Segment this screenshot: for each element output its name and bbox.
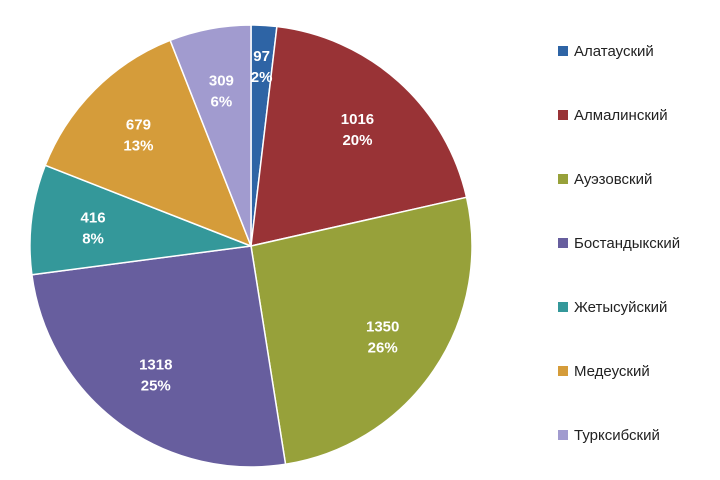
legend-swatch-item-7 [558, 430, 568, 440]
slice-value-label-item-5: 416 [81, 210, 106, 227]
legend-label-item-2: Алмалинский [574, 107, 668, 124]
pie-slice-item-6 [44, 39, 253, 248]
legend-swatch-item-5 [558, 302, 568, 312]
slice-percent-label-item-3: 26% [368, 339, 398, 356]
pie-slice-labels: 97 2% 1016 20% 1350 26% 1318 25% 416 8% 679 13% 309 6… [81, 48, 400, 394]
legend-label-item-4: Бостандыкский [574, 235, 680, 252]
legend-swatch-item-3 [558, 174, 568, 184]
slice-value-label-item-3: 1350 [366, 318, 399, 335]
pie-slice-item-3 [250, 196, 473, 466]
slice-value-label-item-2: 1016 [341, 111, 374, 128]
legend-swatch-item-2 [558, 110, 568, 120]
slice-percent-label-item-7: 6% [211, 94, 233, 111]
legend-label-item-5: Жетысуйский [574, 299, 667, 316]
pie-slice-item-5 [29, 164, 252, 276]
slice-value-label-item-1: 97 [253, 48, 270, 65]
pie-slices [29, 24, 473, 468]
slice-percent-label-item-1: 2% [251, 69, 273, 86]
slice-value-label-item-4: 1318 [139, 356, 172, 373]
legend-swatch-item-4 [558, 238, 568, 248]
legend-label-item-7: Турксибский [574, 427, 660, 444]
slice-percent-label-item-4: 25% [141, 377, 171, 394]
slice-percent-label-item-5: 8% [82, 231, 104, 248]
pie-slice-item-2 [250, 25, 468, 247]
legend-label-item-3: Ауэзовский [574, 171, 652, 188]
slice-value-label-item-7: 309 [209, 73, 234, 90]
legend-label-item-1: Алатауский [574, 43, 654, 60]
legend-swatch-item-1 [558, 46, 568, 56]
slice-value-label-item-6: 679 [126, 117, 151, 134]
slice-percent-label-item-2: 20% [342, 132, 372, 149]
legend-swatch-item-6 [558, 366, 568, 376]
slice-percent-label-item-6: 13% [123, 138, 153, 155]
legend: Алатауский Алмалинский Ауэзовский Бостандык… [558, 43, 680, 444]
legend-label-item-6: Медеуский [574, 363, 650, 380]
pie-slice-item-7 [169, 24, 252, 247]
pie-slice-item-4 [31, 245, 287, 468]
